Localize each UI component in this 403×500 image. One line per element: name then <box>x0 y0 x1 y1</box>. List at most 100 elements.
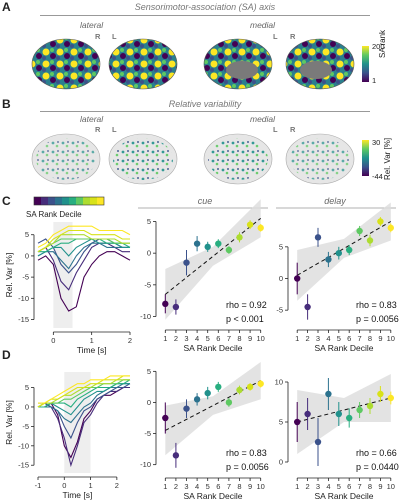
brain-glass-lateral-left <box>108 133 178 185</box>
panel-a-cbar-max: 200 <box>372 42 385 51</box>
brain-lateral-left <box>108 38 178 90</box>
x-tick-label: 10 <box>257 482 265 491</box>
point-decile-2 <box>172 452 180 459</box>
legend-swatch-4 <box>55 197 62 205</box>
legend-swatch-2 <box>41 197 48 205</box>
point-decile-8 <box>366 402 374 410</box>
point-decile-5 <box>204 243 211 251</box>
legend-swatch-3 <box>48 197 55 205</box>
y-tick-label: 5 <box>25 230 29 239</box>
x-tick-label: 2 <box>306 482 310 491</box>
x-tick-label: 6 <box>216 334 220 343</box>
x-tick-label: 8 <box>237 482 241 491</box>
x-tick-label: 8 <box>237 334 241 343</box>
point-decile-5 <box>335 249 342 257</box>
panel-a-brains <box>31 38 369 90</box>
point-decile-6 <box>346 414 353 422</box>
series-line-decile-9 <box>37 229 130 253</box>
legend-swatch-9 <box>90 197 97 205</box>
y-tick-label: 0 <box>147 398 151 407</box>
decile-legend-label: SA Rank Decile <box>26 210 82 219</box>
y-tick-label: 0 <box>279 458 283 467</box>
point-decile-10 <box>257 380 264 387</box>
x-tick-label: 2 <box>174 334 178 343</box>
x-tick-label: 7 <box>358 482 362 491</box>
y-tick-label: 0 <box>25 402 29 411</box>
panel-a-letter: A <box>2 0 11 14</box>
brain-medial-wall-left <box>226 61 258 79</box>
x-tick-label: 8 <box>368 482 372 491</box>
y-tick-label: 5 <box>279 242 283 251</box>
x-tick-label: 0 <box>62 481 66 490</box>
point-decile-2 <box>304 303 311 311</box>
fit-ci-band <box>297 374 391 454</box>
x-tick-label: 4 <box>326 334 330 343</box>
x-axis-label: SA Rank Decile <box>314 343 373 353</box>
point-decile-10 <box>387 394 394 402</box>
point-decile-4 <box>325 390 332 398</box>
point-decile-3 <box>183 259 190 266</box>
x-axis-label: SA Rank Decile <box>183 491 242 500</box>
series-line-decile-9 <box>37 375 130 408</box>
series-line-decile-2 <box>37 386 130 468</box>
point-decile-4 <box>325 256 332 263</box>
panel-a-cbar-min: 1 <box>372 76 377 85</box>
x-tick-label: 3 <box>184 482 188 491</box>
fit-ci-band <box>165 199 261 320</box>
series-line-decile-4 <box>37 242 130 270</box>
brain-glass-lateral-right <box>31 133 101 185</box>
point-decile-7 <box>225 246 233 254</box>
panel-b-letter: B <box>2 97 11 111</box>
point-decile-1 <box>294 275 301 282</box>
x-tick-label: 1 <box>163 334 167 343</box>
legend-frame <box>33 196 105 206</box>
series-line-decile-10 <box>37 225 131 248</box>
panel-a-colorbar <box>362 46 369 82</box>
legend-swatch-8 <box>83 197 90 205</box>
point-decile-1 <box>162 300 169 308</box>
series-line-decile-10 <box>38 375 130 404</box>
x-tick-label: 7 <box>227 482 231 491</box>
panel-a-title: Sensorimotor-association (SA) axis <box>134 2 276 12</box>
x-tick-label: 3 <box>316 334 320 343</box>
stat-rho: rho = 0.92 <box>226 300 267 310</box>
point-decile-3 <box>183 405 190 412</box>
point-decile-3 <box>314 438 322 446</box>
panel-c-letter: C <box>2 194 11 208</box>
x-tick-label: 1 <box>88 481 92 490</box>
y-tick-label: 10 <box>275 378 283 387</box>
y-tick-label: -5 <box>22 422 29 431</box>
y-tick-label: -15 <box>18 315 29 324</box>
point-decile-10 <box>257 224 264 232</box>
point-decile-8 <box>366 237 374 244</box>
x-tick-label: 2 <box>128 336 132 345</box>
x-tick-label: 1 <box>163 482 167 491</box>
stat-rho: rho = 0.66 <box>356 448 397 458</box>
brain-glass-medial-left <box>203 133 273 185</box>
y-tick-label: 5 <box>147 367 151 376</box>
x-tick-label: 4 <box>195 482 199 491</box>
panel-b-rule <box>40 111 370 112</box>
x-tick-label: 10 <box>387 482 395 491</box>
panel-a-hemi-r2: R <box>290 32 296 41</box>
stat-p: p < 0.001 <box>226 314 264 324</box>
panel-b-hemi-r1: R <box>95 125 101 134</box>
x-axis-label: Time [s] <box>77 345 107 355</box>
y-tick-label: -15 <box>18 461 29 470</box>
y-tick-label: -5 <box>276 306 283 315</box>
x-tick-label: 6 <box>347 334 351 343</box>
panel-a-hemi-l2: L <box>273 32 278 41</box>
x-tick-label: 1 <box>295 482 299 491</box>
point-decile-2 <box>304 410 311 418</box>
x-tick-label: 4 <box>195 334 199 343</box>
series-line-decile-1 <box>37 251 131 312</box>
x-tick-label: 2 <box>115 481 119 490</box>
x-axis-label: SA Rank Decile <box>183 343 242 353</box>
x-tick-label: 2 <box>174 482 178 491</box>
chart-c-time: 5 0 -5 -10 -15 0 1 2 Time [s] Rel. Var [%] <box>4 222 132 355</box>
panel-b-hemi-l1: L <box>112 125 117 134</box>
point-decile-2 <box>172 303 180 311</box>
x-tick-label: 4 <box>326 482 330 491</box>
